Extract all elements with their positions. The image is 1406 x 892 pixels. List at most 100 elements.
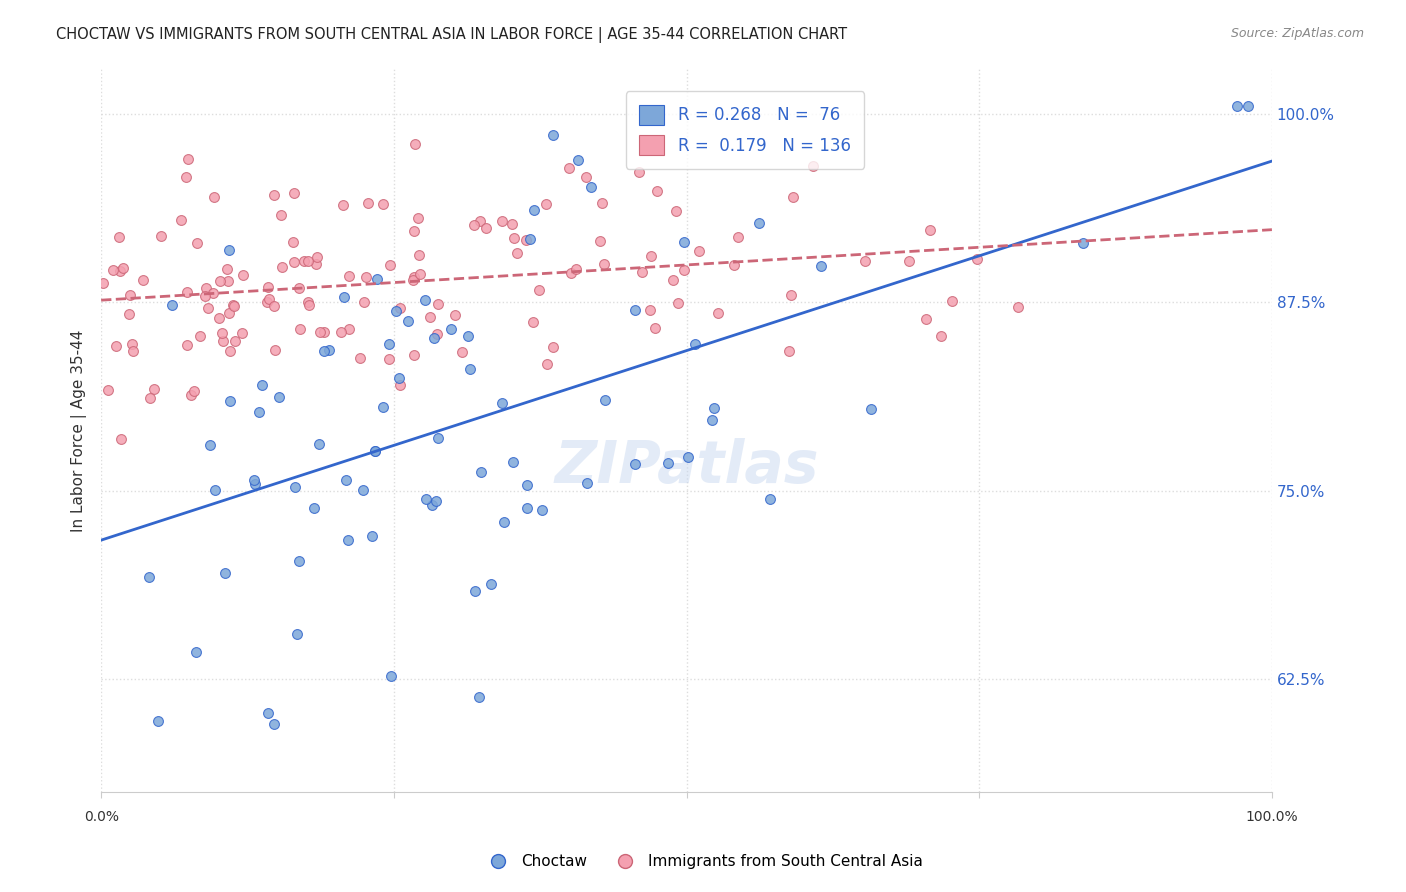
Point <box>271 260 294 274</box>
Point <box>638 302 661 317</box>
Point <box>389 378 412 392</box>
Point <box>263 187 285 202</box>
Point <box>371 197 394 211</box>
Point <box>700 413 723 427</box>
Point <box>337 268 360 283</box>
Point <box>204 483 226 497</box>
Point <box>457 328 479 343</box>
Point <box>627 165 650 179</box>
Point <box>208 311 231 326</box>
Point <box>354 269 377 284</box>
Point <box>557 161 579 175</box>
Point <box>337 533 360 547</box>
Point <box>357 196 380 211</box>
Point <box>211 334 233 348</box>
Point <box>685 337 707 351</box>
Point <box>502 455 524 469</box>
Point <box>593 257 616 271</box>
Point <box>758 492 780 507</box>
Point <box>703 401 725 415</box>
Point <box>332 198 354 212</box>
Point <box>673 263 696 277</box>
Point <box>232 268 254 282</box>
Point <box>121 337 143 351</box>
Point <box>188 329 211 343</box>
Point <box>366 272 388 286</box>
Point <box>211 326 233 341</box>
Point <box>297 295 319 310</box>
Point <box>198 438 221 452</box>
Point <box>560 266 582 280</box>
Point <box>118 287 141 301</box>
Point <box>250 377 273 392</box>
Point <box>284 480 307 494</box>
Point <box>803 159 825 173</box>
Point <box>688 244 710 259</box>
Point <box>242 473 264 487</box>
Point <box>101 263 124 277</box>
Point <box>218 243 240 257</box>
Point <box>591 196 613 211</box>
Point <box>197 301 219 315</box>
Point <box>523 202 546 217</box>
Point <box>440 322 463 336</box>
Point <box>208 274 231 288</box>
Point <box>531 503 554 517</box>
Point <box>314 325 336 339</box>
Point <box>748 216 770 230</box>
Point <box>202 285 225 300</box>
Point <box>378 352 401 367</box>
Point <box>425 493 447 508</box>
Point <box>897 253 920 268</box>
Point <box>918 222 941 236</box>
Point <box>138 570 160 584</box>
Point <box>475 220 498 235</box>
Point <box>402 348 425 362</box>
Point <box>364 444 387 458</box>
Point <box>218 343 240 358</box>
Point <box>186 235 208 250</box>
Text: ZIPatlas: ZIPatlas <box>554 438 818 495</box>
Point <box>404 224 426 238</box>
Point <box>292 254 315 268</box>
Point <box>364 444 387 458</box>
Point <box>543 128 565 142</box>
Point <box>676 450 699 464</box>
Point <box>534 196 557 211</box>
Point <box>305 257 328 271</box>
Point <box>665 204 688 219</box>
Point <box>396 314 419 328</box>
Point <box>380 669 402 683</box>
Point <box>371 400 394 414</box>
Point <box>231 326 253 341</box>
Point <box>143 382 166 396</box>
Point <box>256 279 278 293</box>
Point <box>285 627 308 641</box>
Point <box>335 473 357 487</box>
Point <box>778 343 800 358</box>
Point <box>353 294 375 309</box>
Point <box>404 137 426 152</box>
Point <box>579 179 602 194</box>
Point <box>387 371 409 385</box>
Point <box>297 253 319 268</box>
Point <box>575 169 598 184</box>
Point <box>222 299 245 313</box>
Point <box>406 211 429 226</box>
Point <box>256 295 278 310</box>
Point <box>575 476 598 491</box>
Point <box>1007 300 1029 314</box>
Point <box>519 232 541 246</box>
Point <box>415 492 437 507</box>
Y-axis label: In Labor Force | Age 35-44: In Labor Force | Age 35-44 <box>72 329 87 532</box>
Point <box>110 264 132 278</box>
Point <box>419 310 441 324</box>
Point <box>779 287 801 301</box>
Point <box>567 153 589 167</box>
Point <box>312 344 335 359</box>
Point <box>657 457 679 471</box>
Point <box>444 309 467 323</box>
Point <box>536 357 558 371</box>
Text: CHOCTAW VS IMMIGRANTS FROM SOUTH CENTRAL ASIA IN LABOR FORCE | AGE 35-44 CORRELA: CHOCTAW VS IMMIGRANTS FROM SOUTH CENTRAL… <box>56 27 848 43</box>
Point <box>468 690 491 705</box>
